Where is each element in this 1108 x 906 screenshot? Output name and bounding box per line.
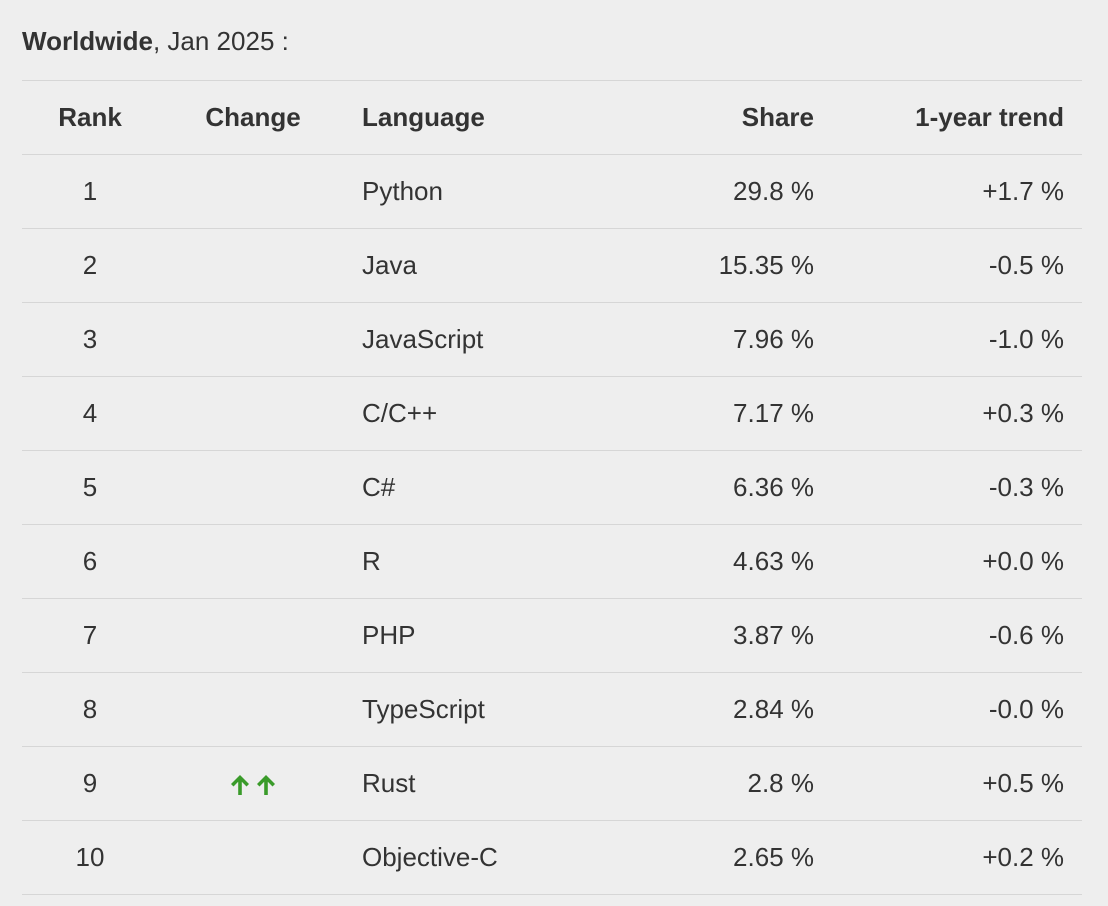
header-share[interactable]: Share (652, 80, 814, 155)
change-cell (158, 228, 348, 303)
trend-cell: +0.3 % (814, 376, 1082, 451)
language-cell: R (348, 524, 652, 599)
share-cell: 7.17 % (652, 376, 814, 451)
share-cell: 29.8 % (652, 154, 814, 229)
change-cell (158, 376, 348, 451)
trend-cell: -1.0 % (814, 302, 1082, 377)
up-arrow-icon (231, 775, 249, 796)
trend-cell: +0.0 % (814, 524, 1082, 599)
change-cell (158, 598, 348, 673)
change-cell (158, 820, 348, 895)
share-cell: 6.36 % (652, 450, 814, 525)
rank-cell: 5 (22, 450, 158, 525)
table-row: 2 Java 15.35 % -0.5 % (22, 228, 1082, 303)
table-row: 6 R 4.63 % +0.0 % (22, 524, 1082, 599)
table-row: 5 C# 6.36 % -0.3 % (22, 450, 1082, 525)
header-trend[interactable]: 1-year trend (814, 80, 1082, 155)
trend-cell: -0.6 % (814, 598, 1082, 673)
language-cell: PHP (348, 598, 652, 673)
rank-cell: 10 (22, 820, 158, 895)
page-heading: Worldwide, Jan 2025 : (22, 26, 289, 56)
language-cell: Objective-C (348, 820, 652, 895)
change-cell (158, 450, 348, 525)
header-language[interactable]: Language (348, 80, 652, 155)
trend-cell: -0.3 % (814, 450, 1082, 525)
trend-cell: +0.2 % (814, 820, 1082, 895)
rank-cell: 2 (22, 228, 158, 303)
table-row: 9 Rust 2.8 % +0.5 % (22, 746, 1082, 821)
table-header-row: Rank Change Language Share 1-year trend (22, 80, 1082, 155)
share-cell: 7.96 % (652, 302, 814, 377)
language-cell: TypeScript (348, 672, 652, 747)
change-cell (158, 746, 348, 821)
double-up-arrow-icon (229, 773, 277, 797)
table-row: 1 Python 29.8 % +1.7 % (22, 154, 1082, 229)
trend-cell: +1.7 % (814, 154, 1082, 229)
region-label: Worldwide (22, 26, 153, 56)
language-cell: JavaScript (348, 302, 652, 377)
rank-cell: 1 (22, 154, 158, 229)
share-cell: 4.63 % (652, 524, 814, 599)
trend-cell: -0.0 % (814, 672, 1082, 747)
rank-cell: 7 (22, 598, 158, 673)
change-cell (158, 154, 348, 229)
table-row: 8 TypeScript 2.84 % -0.0 % (22, 672, 1082, 747)
language-cell: C# (348, 450, 652, 525)
language-ranking-table: Rank Change Language Share 1-year trend … (22, 80, 1082, 895)
rank-cell: 4 (22, 376, 158, 451)
trend-cell: -0.5 % (814, 228, 1082, 303)
up-arrow-icon (257, 775, 275, 796)
language-cell: C/C++ (348, 376, 652, 451)
share-cell: 15.35 % (652, 228, 814, 303)
table-row: 4 C/C++ 7.17 % +0.3 % (22, 376, 1082, 451)
period-label: , Jan 2025 : (152, 26, 289, 56)
language-cell: Python (348, 154, 652, 229)
table-row: 10 Objective-C 2.65 % +0.2 % (22, 820, 1082, 895)
rank-cell: 3 (22, 302, 158, 377)
rank-cell: 9 (22, 746, 158, 821)
share-cell: 3.87 % (652, 598, 814, 673)
change-cell (158, 672, 348, 747)
rank-cell: 8 (22, 672, 158, 747)
header-change[interactable]: Change (158, 80, 348, 155)
table-row: 3 JavaScript 7.96 % -1.0 % (22, 302, 1082, 377)
language-cell: Java (348, 228, 652, 303)
share-cell: 2.8 % (652, 746, 814, 821)
share-cell: 2.65 % (652, 820, 814, 895)
trend-cell: +0.5 % (814, 746, 1082, 821)
table-row: 7 PHP 3.87 % -0.6 % (22, 598, 1082, 673)
header-rank[interactable]: Rank (22, 80, 158, 155)
share-cell: 2.84 % (652, 672, 814, 747)
change-cell (158, 524, 348, 599)
rank-cell: 6 (22, 524, 158, 599)
change-cell (158, 302, 348, 377)
language-cell: Rust (348, 746, 652, 821)
table-body: 1 Python 29.8 % +1.7 % 2 Java 15.35 % -0… (22, 154, 1082, 895)
